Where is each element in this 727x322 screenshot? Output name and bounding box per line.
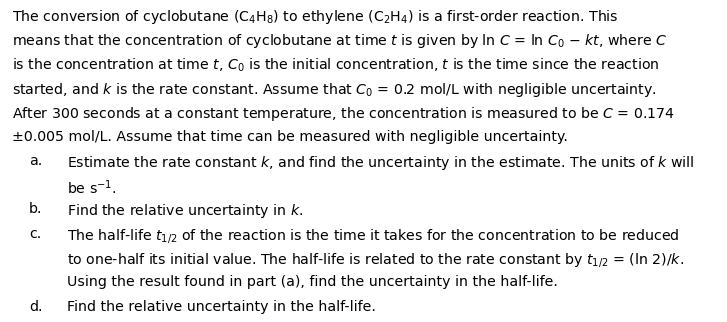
Text: be s$^{-1}$.: be s$^{-1}$. xyxy=(67,178,116,197)
Text: After 300 seconds at a constant temperature, the concentration is measured to be: After 300 seconds at a constant temperat… xyxy=(12,105,675,123)
Text: means that the concentration of cyclobutane at time $t$ is given by ln $C$ = ln : means that the concentration of cyclobut… xyxy=(12,32,667,50)
Text: c.: c. xyxy=(29,227,41,241)
Text: is the concentration at time $t$, $C_0$ is the initial concentration, $t$ is the: is the concentration at time $t$, $C_0$ … xyxy=(12,57,659,74)
Text: a.: a. xyxy=(29,154,42,168)
Text: to one-half its initial value. The half-life is related to the rate constant by : to one-half its initial value. The half-… xyxy=(67,251,684,269)
Text: Estimate the rate constant $k$, and find the uncertainty in the estimate. The un: Estimate the rate constant $k$, and find… xyxy=(67,154,694,172)
Text: Using the result found in part (a), find the uncertainty in the half-life.: Using the result found in part (a), find… xyxy=(67,275,558,289)
Text: Find the relative uncertainty in $k$.: Find the relative uncertainty in $k$. xyxy=(67,203,303,221)
Text: The half-life $t_{1/2}$ of the reaction is the time it takes for the concentrati: The half-life $t_{1/2}$ of the reaction … xyxy=(67,227,680,245)
Text: started, and $k$ is the rate constant. Assume that $C_0$ = 0.2 mol/L with neglig: started, and $k$ is the rate constant. A… xyxy=(12,81,656,99)
Text: ±0.005 mol/L. Assume that time can be measured with negligible uncertainty.: ±0.005 mol/L. Assume that time can be me… xyxy=(12,129,568,144)
Text: d.: d. xyxy=(29,300,43,314)
Text: The conversion of cyclobutane (C$_4$H$_8$) to ethylene (C$_2$H$_4$) is a first-o: The conversion of cyclobutane (C$_4$H$_8… xyxy=(12,8,618,26)
Text: b.: b. xyxy=(29,203,43,216)
Text: Find the relative uncertainty in the half-life.: Find the relative uncertainty in the hal… xyxy=(67,300,376,314)
